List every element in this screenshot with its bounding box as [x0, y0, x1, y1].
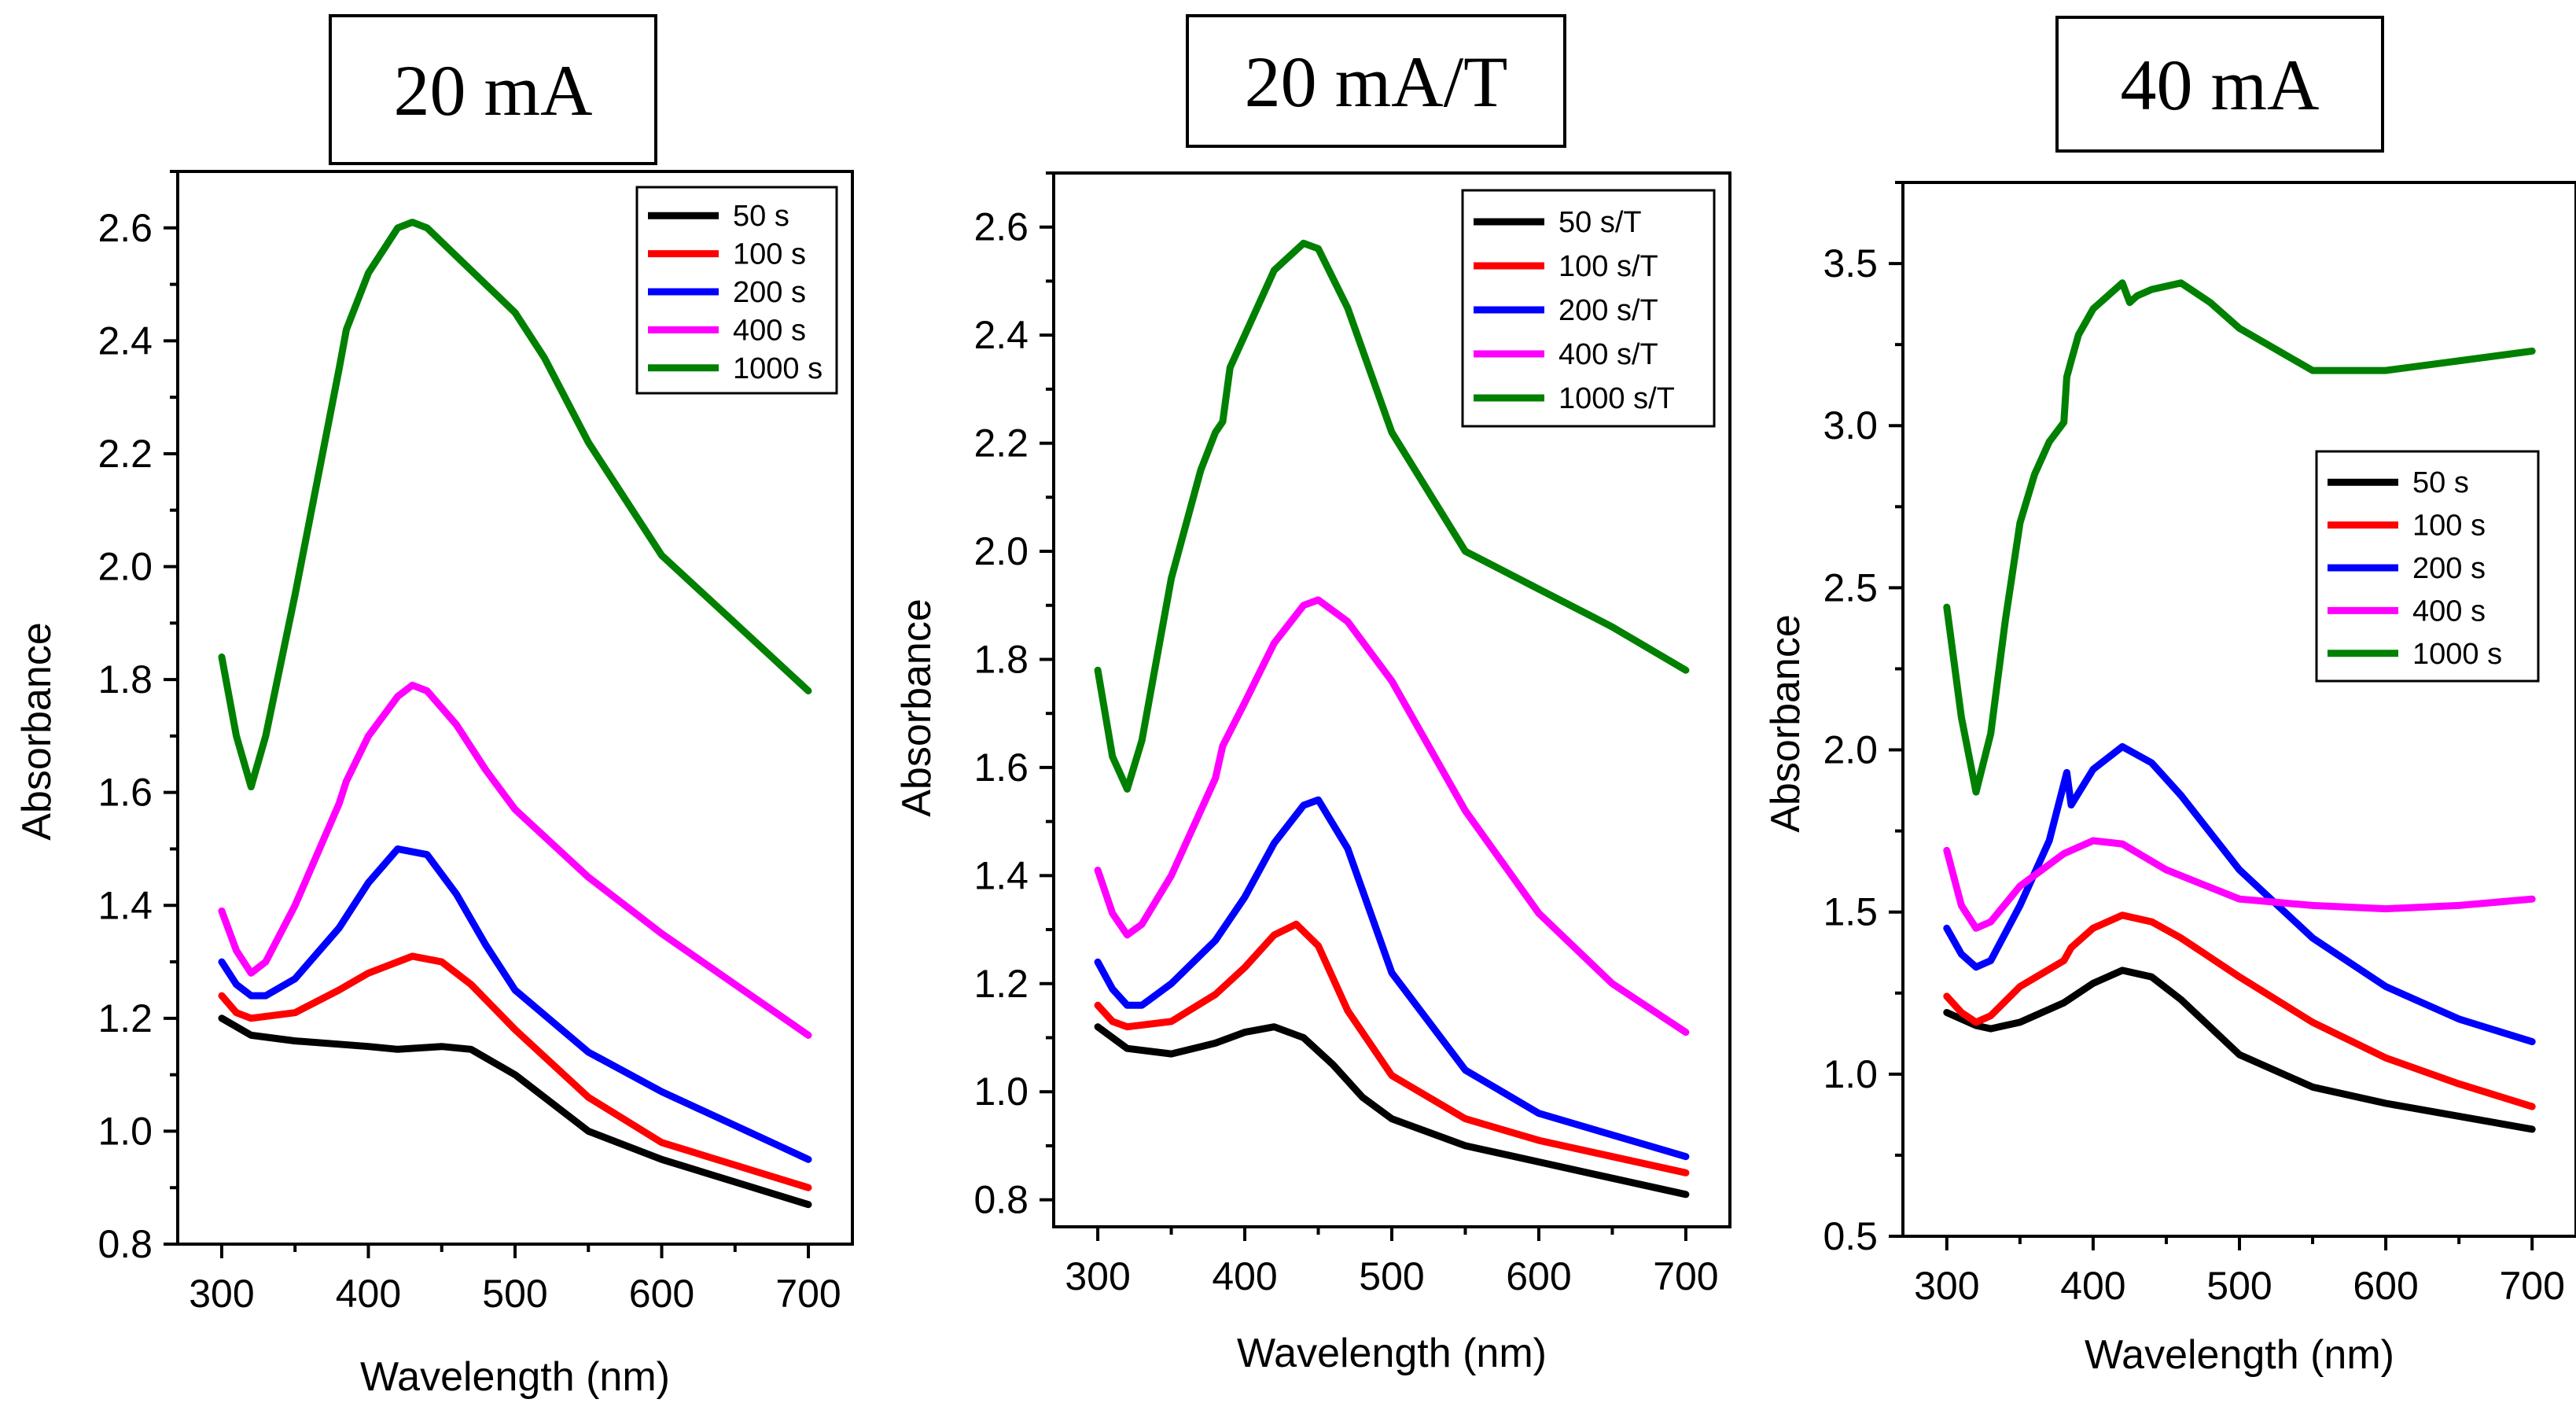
x-tick-label: 500 — [482, 1272, 547, 1316]
x-tick-label: 600 — [1506, 1254, 1571, 1298]
series-line-50-s-t — [1094, 1023, 1690, 1199]
y-tick-label: 1.5 — [1823, 890, 1878, 934]
x-tick-label: 600 — [629, 1272, 694, 1316]
series-line-50-s — [1943, 967, 2536, 1133]
legend-label: 1000 s — [2412, 638, 2502, 671]
y-tick-label: 1.0 — [1823, 1052, 1878, 1096]
series-line-1000-s — [1943, 279, 2536, 796]
legend: 50 s 100 s 200 s 400 s 1000 s — [635, 186, 838, 395]
x-axis-label: Wavelength (nm) — [1237, 1331, 1547, 1376]
x-tick-label: 500 — [2206, 1264, 2272, 1308]
y-axis-label: Absorbance — [14, 622, 60, 841]
panel-title-box — [1186, 14, 1566, 148]
y-tick-label: 2.4 — [98, 319, 153, 363]
chart-panel-1: 20 mA 300 400 500 600 700 0.8 1.0 1.2 1.4 1.6 1.8 2.… — [14, 14, 854, 1400]
series-line-100-s-t — [1094, 920, 1690, 1176]
legend-label: 1000 s/T — [1558, 382, 1675, 415]
panel-title-box — [2055, 16, 2384, 153]
series-line-1000-s-t — [1094, 239, 1690, 793]
y-tick-label: 3.5 — [1823, 241, 1878, 285]
legend-label: 50 s — [733, 200, 789, 233]
x-tick-label: 400 — [1212, 1254, 1277, 1298]
x-tick-label: 300 — [1065, 1254, 1130, 1298]
y-tick-label: 1.0 — [973, 1070, 1029, 1114]
y-tick-label: 2.0 — [973, 529, 1029, 573]
legend: 50 s/T 100 s/T 200 s/T 400 s/T 1000 s/T — [1461, 189, 1716, 428]
y-axis-label: Absorbance — [894, 598, 940, 817]
y-tick-label: 1.6 — [98, 771, 153, 815]
y-tick-label: 2.5 — [1823, 565, 1878, 609]
legend-label: 50 s/T — [1558, 206, 1642, 239]
y-tick-label: 1.8 — [98, 657, 153, 701]
y-tick-label: 1.0 — [98, 1109, 153, 1153]
plot-frame — [1901, 181, 2576, 1238]
legend: 50 s 100 s 200 s 400 s 1000 s — [2315, 450, 2540, 683]
series-group — [1094, 239, 1690, 1199]
y-tick-label: 1.4 — [973, 853, 1029, 897]
y-tick-label: 2.6 — [98, 206, 153, 250]
x-tick-label: 300 — [1914, 1264, 1979, 1308]
panel-title: 40 mA — [2121, 45, 2320, 125]
panel-title-box — [329, 14, 657, 165]
x-tick-label: 300 — [189, 1272, 254, 1316]
series-line-200-s — [1943, 742, 2536, 1046]
series-line-400-s — [218, 681, 812, 1039]
y-axis-label: Absorbance — [1763, 614, 1809, 833]
x-tick-label: 600 — [2353, 1264, 2418, 1308]
series-line-50-s — [218, 1014, 812, 1209]
legend-label: 100 s/T — [1558, 250, 1658, 283]
y-tick-label: 0.8 — [973, 1178, 1029, 1222]
legend-label: 1000 s — [733, 352, 822, 385]
panel-title: 20 mA — [394, 50, 593, 131]
y-tick-label: 1.2 — [973, 962, 1029, 1006]
x-tick-label: 700 — [1653, 1254, 1718, 1298]
legend-label: 200 s/T — [1558, 294, 1658, 327]
x-tick-label: 400 — [2060, 1264, 2125, 1308]
y-tick-label: 2.0 — [1823, 728, 1878, 772]
y-tick-label: 0.8 — [98, 1222, 153, 1266]
x-tick-label: 700 — [775, 1272, 841, 1316]
y-tick-label: 1.4 — [98, 883, 153, 927]
series-group — [218, 219, 812, 1209]
legend-label: 100 s — [2412, 510, 2486, 543]
x-tick-label: 700 — [2499, 1264, 2564, 1308]
legend-label: 100 s — [733, 238, 806, 271]
series-line-400-s — [1943, 837, 2536, 932]
series-line-200-s — [218, 845, 812, 1163]
x-axis-label: Wavelength (nm) — [360, 1354, 670, 1400]
y-tick-label: 2.6 — [973, 205, 1029, 249]
y-tick-label: 2.2 — [98, 432, 153, 476]
series-line-400-s-t — [1094, 596, 1690, 1037]
series-line-200-s-t — [1094, 796, 1690, 1161]
y-tick-label: 2.2 — [973, 422, 1029, 466]
y-tick-label: 1.8 — [973, 637, 1029, 681]
y-tick-label: 1.6 — [973, 746, 1029, 790]
legend-label: 200 s — [733, 276, 806, 309]
y-tick-label: 2.4 — [973, 313, 1029, 357]
legend-label: 200 s — [2412, 552, 2486, 585]
series-line-100-s — [218, 952, 812, 1191]
legend-label: 400 s — [733, 314, 806, 347]
x-axis-label: Wavelength (nm) — [2085, 1332, 2394, 1378]
series-line-100-s — [1943, 911, 2536, 1110]
y-tick-label: 2.0 — [98, 545, 153, 589]
y-tick-label: 0.5 — [1823, 1214, 1878, 1258]
series-line-1000-s — [218, 219, 812, 790]
series-group — [1943, 279, 2536, 1133]
legend-label: 400 s — [2412, 595, 2486, 628]
y-tick-label: 3.0 — [1823, 403, 1878, 447]
x-tick-label: 400 — [336, 1272, 401, 1316]
panel-title: 20 mA/T — [1245, 42, 1508, 122]
legend-label: 50 s — [2412, 466, 2469, 499]
chart-panel-2: 20 mA/T 300 400 500 600 700 0.8 1.0 1.2 1.4 1.6 1.8… — [894, 14, 1731, 1376]
y-tick-label: 1.2 — [98, 996, 153, 1040]
x-tick-label: 500 — [1359, 1254, 1424, 1298]
legend-label: 400 s/T — [1558, 338, 1658, 371]
chart-panel-3: 40 mA 300 400 500 600 700 0.5 1.0 1.5 2.0 2.5 3.0 3.… — [1763, 16, 2576, 1378]
